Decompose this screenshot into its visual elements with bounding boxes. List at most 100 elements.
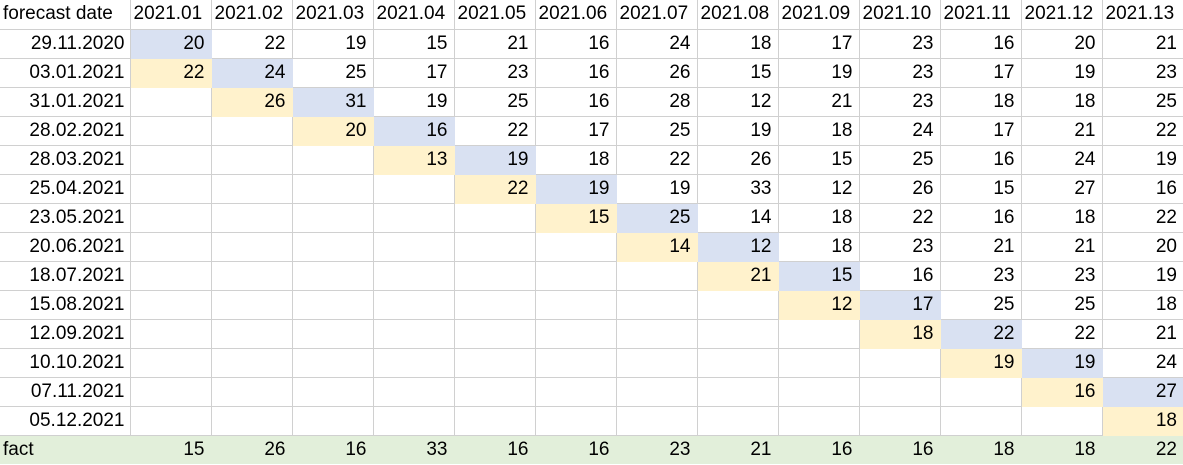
forecast-value-cell[interactable] bbox=[291, 144, 374, 175]
forecast-value-cell[interactable]: 16 bbox=[1101, 173, 1183, 204]
forecast-date-cell[interactable]: 03.01.2021 bbox=[0, 57, 131, 88]
forecast-value-cell[interactable] bbox=[453, 202, 536, 233]
forecast-value-cell[interactable] bbox=[939, 405, 1022, 436]
forecast-value-cell[interactable]: 15 bbox=[777, 144, 860, 175]
forecast-value-cell[interactable]: 21 bbox=[939, 231, 1022, 262]
forecast-value-cell-current[interactable]: 20 bbox=[129, 28, 212, 59]
forecast-value-cell-current[interactable]: 22 bbox=[939, 318, 1022, 349]
forecast-date-cell[interactable]: 28.02.2021 bbox=[0, 115, 131, 146]
column-header-2021.03[interactable]: 2021.03 bbox=[291, 0, 374, 30]
forecast-value-cell-previous[interactable]: 18 bbox=[1101, 405, 1183, 436]
fact-value-cell[interactable]: 15 bbox=[129, 434, 212, 465]
forecast-value-cell[interactable]: 19 bbox=[1020, 57, 1103, 88]
forecast-value-cell-current[interactable]: 25 bbox=[615, 202, 698, 233]
forecast-value-cell[interactable] bbox=[129, 347, 212, 378]
forecast-value-cell[interactable]: 33 bbox=[696, 173, 779, 204]
forecast-value-cell[interactable] bbox=[615, 347, 698, 378]
forecast-value-cell[interactable] bbox=[777, 405, 860, 436]
forecast-value-cell[interactable]: 18 bbox=[1020, 202, 1103, 233]
forecast-date-cell[interactable]: 10.10.2021 bbox=[0, 347, 131, 378]
forecast-value-cell[interactable] bbox=[129, 144, 212, 175]
column-header-2021.04[interactable]: 2021.04 bbox=[372, 0, 455, 30]
forecast-value-cell[interactable]: 18 bbox=[696, 28, 779, 59]
fact-value-cell[interactable]: 23 bbox=[615, 434, 698, 465]
fact-value-cell[interactable]: 16 bbox=[534, 434, 617, 465]
forecast-value-cell[interactable]: 17 bbox=[939, 57, 1022, 88]
forecast-value-cell[interactable] bbox=[291, 173, 374, 204]
column-header-2021.12[interactable]: 2021.12 bbox=[1020, 0, 1103, 30]
forecast-value-cell[interactable] bbox=[291, 347, 374, 378]
forecast-value-cell-current[interactable]: 31 bbox=[291, 86, 374, 117]
forecast-value-cell[interactable]: 17 bbox=[372, 57, 455, 88]
forecast-value-cell[interactable]: 15 bbox=[939, 173, 1022, 204]
forecast-date-cell[interactable]: 05.12.2021 bbox=[0, 405, 131, 436]
forecast-value-cell-current[interactable]: 15 bbox=[777, 260, 860, 291]
forecast-value-cell[interactable] bbox=[453, 405, 536, 436]
fact-value-cell[interactable]: 22 bbox=[1101, 434, 1183, 465]
fact-value-cell[interactable]: 21 bbox=[696, 434, 779, 465]
fact-value-cell[interactable]: 16 bbox=[858, 434, 941, 465]
forecast-value-cell[interactable] bbox=[372, 376, 455, 407]
forecast-value-cell[interactable]: 19 bbox=[696, 115, 779, 146]
forecast-value-cell-previous[interactable]: 26 bbox=[210, 86, 293, 117]
forecast-value-cell[interactable] bbox=[372, 347, 455, 378]
forecast-value-cell[interactable] bbox=[129, 289, 212, 320]
forecast-value-cell[interactable]: 22 bbox=[858, 202, 941, 233]
forecast-value-cell[interactable] bbox=[129, 173, 212, 204]
forecast-value-cell[interactable] bbox=[372, 202, 455, 233]
forecast-value-cell[interactable]: 24 bbox=[1020, 144, 1103, 175]
forecast-value-cell[interactable]: 20 bbox=[1020, 28, 1103, 59]
forecast-value-cell[interactable] bbox=[939, 376, 1022, 407]
forecast-value-cell[interactable]: 23 bbox=[858, 231, 941, 262]
forecast-value-cell-current[interactable]: 16 bbox=[372, 115, 455, 146]
forecast-value-cell[interactable] bbox=[696, 318, 779, 349]
forecast-value-cell[interactable] bbox=[210, 347, 293, 378]
column-header-2021.06[interactable]: 2021.06 bbox=[534, 0, 617, 30]
forecast-value-cell[interactable] bbox=[372, 405, 455, 436]
forecast-value-cell[interactable] bbox=[291, 376, 374, 407]
forecast-value-cell[interactable]: 25 bbox=[1101, 86, 1183, 117]
forecast-value-cell[interactable] bbox=[129, 202, 212, 233]
forecast-date-cell[interactable]: 28.03.2021 bbox=[0, 144, 131, 175]
forecast-value-cell[interactable]: 28 bbox=[615, 86, 698, 117]
forecast-value-cell[interactable]: 19 bbox=[372, 86, 455, 117]
forecast-value-cell[interactable]: 21 bbox=[1020, 115, 1103, 146]
forecast-value-cell[interactable]: 26 bbox=[615, 57, 698, 88]
forecast-value-cell[interactable]: 15 bbox=[696, 57, 779, 88]
forecast-value-cell[interactable]: 19 bbox=[615, 173, 698, 204]
forecast-value-cell[interactable] bbox=[291, 318, 374, 349]
fact-value-cell[interactable]: 18 bbox=[1020, 434, 1103, 465]
forecast-value-cell[interactable]: 26 bbox=[696, 144, 779, 175]
forecast-value-cell[interactable]: 22 bbox=[210, 28, 293, 59]
fact-value-cell[interactable]: 16 bbox=[777, 434, 860, 465]
forecast-value-cell[interactable] bbox=[210, 260, 293, 291]
column-header-2021.13[interactable]: 2021.13 bbox=[1101, 0, 1183, 30]
forecast-value-cell[interactable] bbox=[534, 376, 617, 407]
forecast-value-cell-previous[interactable]: 21 bbox=[696, 260, 779, 291]
forecast-value-cell[interactable] bbox=[615, 376, 698, 407]
forecast-value-cell[interactable] bbox=[129, 231, 212, 262]
forecast-value-cell[interactable]: 18 bbox=[939, 86, 1022, 117]
forecast-value-cell[interactable] bbox=[210, 231, 293, 262]
forecast-value-cell[interactable]: 25 bbox=[615, 115, 698, 146]
forecast-date-header[interactable]: forecast date bbox=[0, 0, 131, 30]
forecast-value-cell[interactable]: 26 bbox=[858, 173, 941, 204]
forecast-value-cell[interactable] bbox=[777, 347, 860, 378]
forecast-date-cell[interactable]: 29.11.2020 bbox=[0, 28, 131, 59]
forecast-value-cell[interactable] bbox=[534, 289, 617, 320]
forecast-value-cell[interactable]: 23 bbox=[858, 86, 941, 117]
column-header-2021.09[interactable]: 2021.09 bbox=[777, 0, 860, 30]
forecast-value-cell[interactable]: 21 bbox=[1020, 231, 1103, 262]
forecast-value-cell[interactable]: 25 bbox=[1020, 289, 1103, 320]
forecast-value-cell-previous[interactable]: 22 bbox=[453, 173, 536, 204]
forecast-value-cell-current[interactable]: 19 bbox=[534, 173, 617, 204]
forecast-value-cell[interactable] bbox=[1020, 405, 1103, 436]
forecast-value-cell[interactable] bbox=[534, 260, 617, 291]
forecast-value-cell[interactable] bbox=[615, 289, 698, 320]
forecast-value-cell[interactable]: 21 bbox=[1101, 28, 1183, 59]
forecast-value-cell[interactable]: 17 bbox=[777, 28, 860, 59]
forecast-value-cell[interactable]: 16 bbox=[939, 28, 1022, 59]
forecast-value-cell-current[interactable]: 27 bbox=[1101, 376, 1183, 407]
forecast-value-cell[interactable] bbox=[453, 376, 536, 407]
forecast-value-cell[interactable]: 16 bbox=[939, 144, 1022, 175]
